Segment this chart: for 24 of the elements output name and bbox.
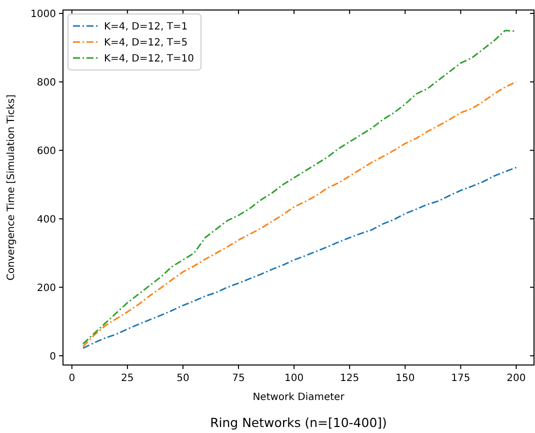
x-tick-label: 125 bbox=[340, 373, 360, 384]
y-tick-label: 800 bbox=[36, 77, 56, 88]
legend-label: K=4, D=12, T=10 bbox=[104, 54, 194, 64]
x-tick-label: 200 bbox=[506, 373, 526, 384]
y-tick-label: 1000 bbox=[30, 8, 56, 20]
text: Ring Networks (n=[10-400]) bbox=[210, 415, 387, 430]
x-tick-label: 100 bbox=[284, 373, 304, 384]
x-tick-label: 75 bbox=[232, 373, 245, 384]
line-series bbox=[82, 81, 517, 348]
y-tick-label: 0 bbox=[50, 351, 56, 362]
line-series bbox=[82, 30, 517, 345]
x-axis-title: Network Diameter bbox=[252, 392, 346, 403]
x-tick-label: 25 bbox=[121, 373, 134, 384]
y-tick-label: 200 bbox=[36, 282, 56, 294]
x-tick-label: 50 bbox=[176, 373, 190, 384]
legend-label: K=4, D=12, T=5 bbox=[104, 38, 188, 48]
x-tick-label: 175 bbox=[451, 373, 470, 384]
y-axis-title: Convergence Time [Simulation Ticks] bbox=[6, 94, 17, 281]
x-tick-label: 150 bbox=[396, 373, 415, 384]
line-series bbox=[82, 166, 517, 349]
legend-label: K=4, D=12, T=1 bbox=[104, 22, 188, 32]
y-tick-label: 400 bbox=[36, 214, 56, 226]
x-tick-label: 0 bbox=[68, 373, 76, 384]
y-tick-label: 600 bbox=[36, 146, 56, 157]
